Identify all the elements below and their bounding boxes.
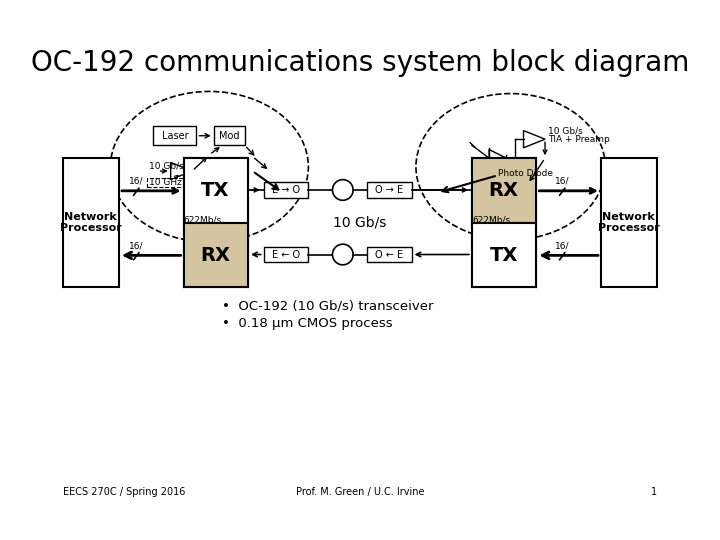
- Text: EECS 270C / Spring 2016: EECS 270C / Spring 2016: [63, 487, 186, 497]
- FancyBboxPatch shape: [264, 247, 308, 262]
- Text: TX: TX: [201, 181, 230, 200]
- Text: TIA + Preamp: TIA + Preamp: [548, 134, 609, 144]
- FancyBboxPatch shape: [472, 222, 536, 287]
- Text: 16/: 16/: [129, 241, 143, 250]
- Text: RX: RX: [489, 181, 518, 200]
- Text: 16/: 16/: [555, 177, 570, 186]
- FancyBboxPatch shape: [367, 247, 412, 262]
- Text: 10 Gb/s: 10 Gb/s: [548, 126, 582, 135]
- Text: O ← E: O ← E: [375, 249, 403, 260]
- FancyBboxPatch shape: [214, 126, 245, 145]
- Text: Laser: Laser: [162, 131, 189, 141]
- FancyBboxPatch shape: [184, 158, 248, 222]
- FancyBboxPatch shape: [367, 182, 412, 198]
- Text: Prof. M. Green / U.C. Irvine: Prof. M. Green / U.C. Irvine: [296, 487, 424, 497]
- Text: O → E: O → E: [375, 185, 403, 195]
- Text: Network
Processor: Network Processor: [60, 212, 122, 233]
- Text: E ← O: E ← O: [272, 249, 300, 260]
- Text: 16/: 16/: [129, 177, 143, 186]
- Text: 10 GHz: 10 GHz: [149, 178, 182, 187]
- Text: 10 Gb/s: 10 Gb/s: [149, 161, 184, 170]
- Text: •  0.18 μm CMOS process: • 0.18 μm CMOS process: [222, 317, 393, 330]
- Text: Network
Processor: Network Processor: [598, 212, 660, 233]
- Text: •  OC-192 (10 Gb/s) transceiver: • OC-192 (10 Gb/s) transceiver: [222, 300, 434, 313]
- FancyBboxPatch shape: [63, 158, 119, 287]
- FancyBboxPatch shape: [472, 158, 536, 222]
- Text: 622Mb/s: 622Mb/s: [472, 215, 510, 225]
- Text: 622Mb/s: 622Mb/s: [184, 215, 222, 225]
- Text: 16/: 16/: [555, 241, 570, 250]
- FancyBboxPatch shape: [472, 158, 536, 287]
- Text: E → O: E → O: [272, 185, 300, 195]
- FancyBboxPatch shape: [153, 126, 197, 145]
- FancyBboxPatch shape: [601, 158, 657, 287]
- FancyBboxPatch shape: [264, 182, 308, 198]
- Text: TX: TX: [490, 246, 518, 265]
- FancyBboxPatch shape: [184, 222, 248, 287]
- Text: Mod: Mod: [219, 131, 240, 141]
- Text: OC-192 communications system block diagram: OC-192 communications system block diagr…: [31, 50, 689, 77]
- Text: 1: 1: [651, 487, 657, 497]
- FancyBboxPatch shape: [184, 158, 248, 287]
- Text: 10 Gb/s: 10 Gb/s: [333, 215, 387, 230]
- Text: Photo Diode: Photo Diode: [498, 169, 553, 178]
- Text: RX: RX: [200, 246, 230, 265]
